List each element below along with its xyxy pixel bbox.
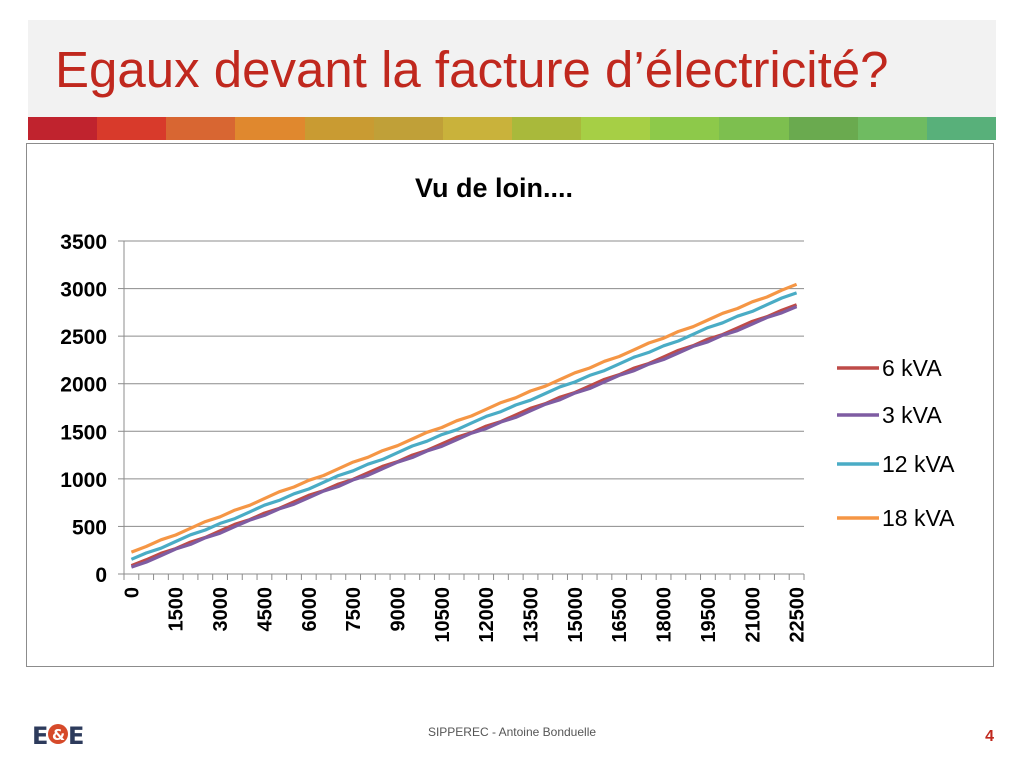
color-strip-segment bbox=[650, 117, 720, 140]
color-strip-segment bbox=[304, 117, 374, 140]
x-tick-label: 1500 bbox=[166, 587, 188, 632]
color-strip-segment bbox=[442, 117, 512, 140]
x-tick-label: 18000 bbox=[654, 587, 676, 643]
x-tick-label: 15000 bbox=[565, 587, 587, 643]
slide-title: Egaux devant la facture d’électricité? bbox=[55, 41, 889, 98]
y-tick-label: 1500 bbox=[60, 421, 107, 444]
chart-frame: Vu de loin.... 0 500 1000 1500 2000 2500 3000 35… bbox=[26, 143, 994, 667]
footer-text: SIPPEREC - Antoine Bonduelle bbox=[427, 725, 597, 739]
x-tick-label: 12000 bbox=[476, 587, 498, 643]
color-strip-segment bbox=[581, 117, 651, 140]
x-tick-label: 21000 bbox=[742, 587, 764, 643]
legend-label: 6 kVA bbox=[882, 355, 942, 381]
logo-icon: E & E bbox=[30, 721, 86, 749]
x-tick-label: 19500 bbox=[698, 587, 720, 643]
color-strip-segment bbox=[857, 117, 927, 140]
y-tick-label: 3500 bbox=[60, 231, 107, 254]
svg-text:&: & bbox=[52, 726, 65, 744]
color-strip bbox=[28, 117, 996, 140]
color-strip-segment bbox=[97, 117, 167, 140]
chart-title: Vu de loin.... bbox=[415, 173, 573, 203]
legend-label: 12 kVA bbox=[882, 451, 955, 477]
series-line bbox=[130, 282, 798, 554]
svg-text:E: E bbox=[32, 722, 48, 749]
color-strip-segment bbox=[235, 117, 305, 140]
title-band bbox=[28, 20, 996, 117]
svg-text:E: E bbox=[68, 722, 84, 749]
color-strip-segment bbox=[719, 117, 789, 140]
legend-label: 3 kVA bbox=[882, 402, 942, 428]
x-tick-label: 3000 bbox=[210, 587, 232, 632]
color-strip-segment bbox=[926, 117, 996, 140]
x-tick-label: 16500 bbox=[609, 587, 631, 643]
x-tick-label: 10500 bbox=[432, 587, 454, 643]
color-strip-segment bbox=[511, 117, 582, 140]
y-tick-label: 3000 bbox=[60, 279, 107, 302]
color-strip-segment bbox=[166, 117, 236, 140]
x-tick-label: 4500 bbox=[254, 587, 276, 632]
color-strip-segment bbox=[28, 117, 98, 140]
legend-label: 18 kVA bbox=[882, 505, 955, 531]
y-tick-label: 0 bbox=[95, 564, 107, 587]
x-tick-label: 6000 bbox=[299, 587, 321, 632]
series-line bbox=[130, 291, 798, 561]
x-tick-label: 9000 bbox=[387, 587, 409, 632]
series-line bbox=[130, 305, 798, 569]
color-strip-segment bbox=[373, 117, 443, 140]
y-tick-label: 2500 bbox=[60, 326, 107, 349]
x-tick-label: 7500 bbox=[343, 587, 365, 632]
x-tick-label: 0 bbox=[121, 587, 143, 598]
y-tick-label: 2000 bbox=[60, 374, 107, 397]
page-number: 4 bbox=[985, 728, 994, 745]
y-tick-label: 1000 bbox=[60, 469, 107, 492]
x-tick-label: 13500 bbox=[521, 587, 543, 643]
y-tick-label: 500 bbox=[72, 516, 107, 539]
line-chart: Vu de loin.... 0 500 1000 1500 2000 2500 3000 35… bbox=[60, 173, 955, 643]
x-tick-label: 22500 bbox=[787, 587, 809, 643]
color-strip-segment bbox=[788, 117, 858, 140]
